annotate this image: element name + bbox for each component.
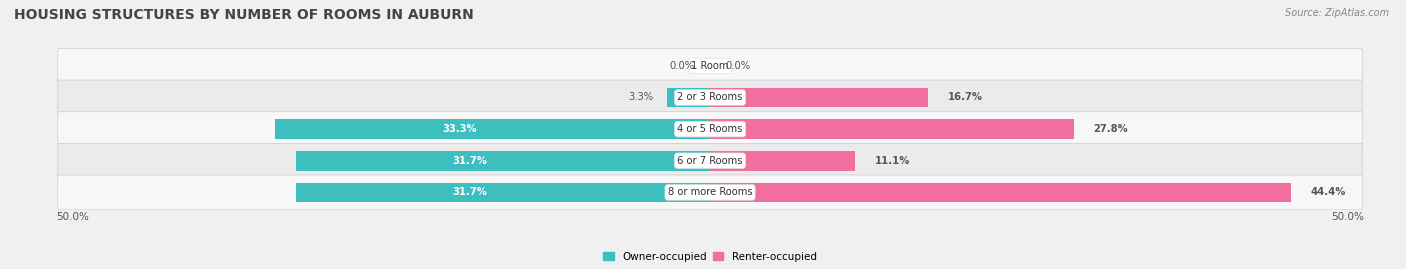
Text: HOUSING STRUCTURES BY NUMBER OF ROOMS IN AUBURN: HOUSING STRUCTURES BY NUMBER OF ROOMS IN…	[14, 8, 474, 22]
Text: 31.7%: 31.7%	[453, 187, 488, 197]
FancyBboxPatch shape	[58, 80, 1362, 115]
Text: 1 Room: 1 Room	[692, 61, 728, 71]
Bar	[710, 151, 855, 171]
FancyBboxPatch shape	[58, 112, 1362, 147]
Text: 0.0%: 0.0%	[725, 61, 751, 71]
Text: 50.0%: 50.0%	[56, 212, 89, 222]
Bar	[710, 119, 1074, 139]
Bar	[710, 183, 1291, 202]
Text: 4 or 5 Rooms: 4 or 5 Rooms	[678, 124, 742, 134]
Text: 33.3%: 33.3%	[443, 124, 477, 134]
Text: 6 or 7 Rooms: 6 or 7 Rooms	[678, 156, 742, 166]
Text: 11.1%: 11.1%	[875, 156, 910, 166]
Legend: Owner-occupied, Renter-occupied: Owner-occupied, Renter-occupied	[599, 247, 821, 266]
Text: 0.0%: 0.0%	[669, 61, 695, 71]
Bar	[295, 183, 710, 202]
Bar	[666, 88, 710, 107]
Text: 8 or more Rooms: 8 or more Rooms	[668, 187, 752, 197]
FancyBboxPatch shape	[58, 175, 1362, 210]
Text: 2 or 3 Rooms: 2 or 3 Rooms	[678, 93, 742, 102]
Text: 50.0%: 50.0%	[1331, 212, 1364, 222]
Text: 27.8%: 27.8%	[1092, 124, 1128, 134]
Text: 44.4%: 44.4%	[1310, 187, 1346, 197]
Bar	[274, 119, 710, 139]
FancyBboxPatch shape	[58, 143, 1362, 178]
Bar	[710, 88, 928, 107]
Text: 3.3%: 3.3%	[628, 93, 654, 102]
Bar	[295, 151, 710, 171]
Text: 31.7%: 31.7%	[453, 156, 488, 166]
Text: 16.7%: 16.7%	[948, 93, 983, 102]
Text: Source: ZipAtlas.com: Source: ZipAtlas.com	[1285, 8, 1389, 18]
FancyBboxPatch shape	[58, 48, 1362, 83]
